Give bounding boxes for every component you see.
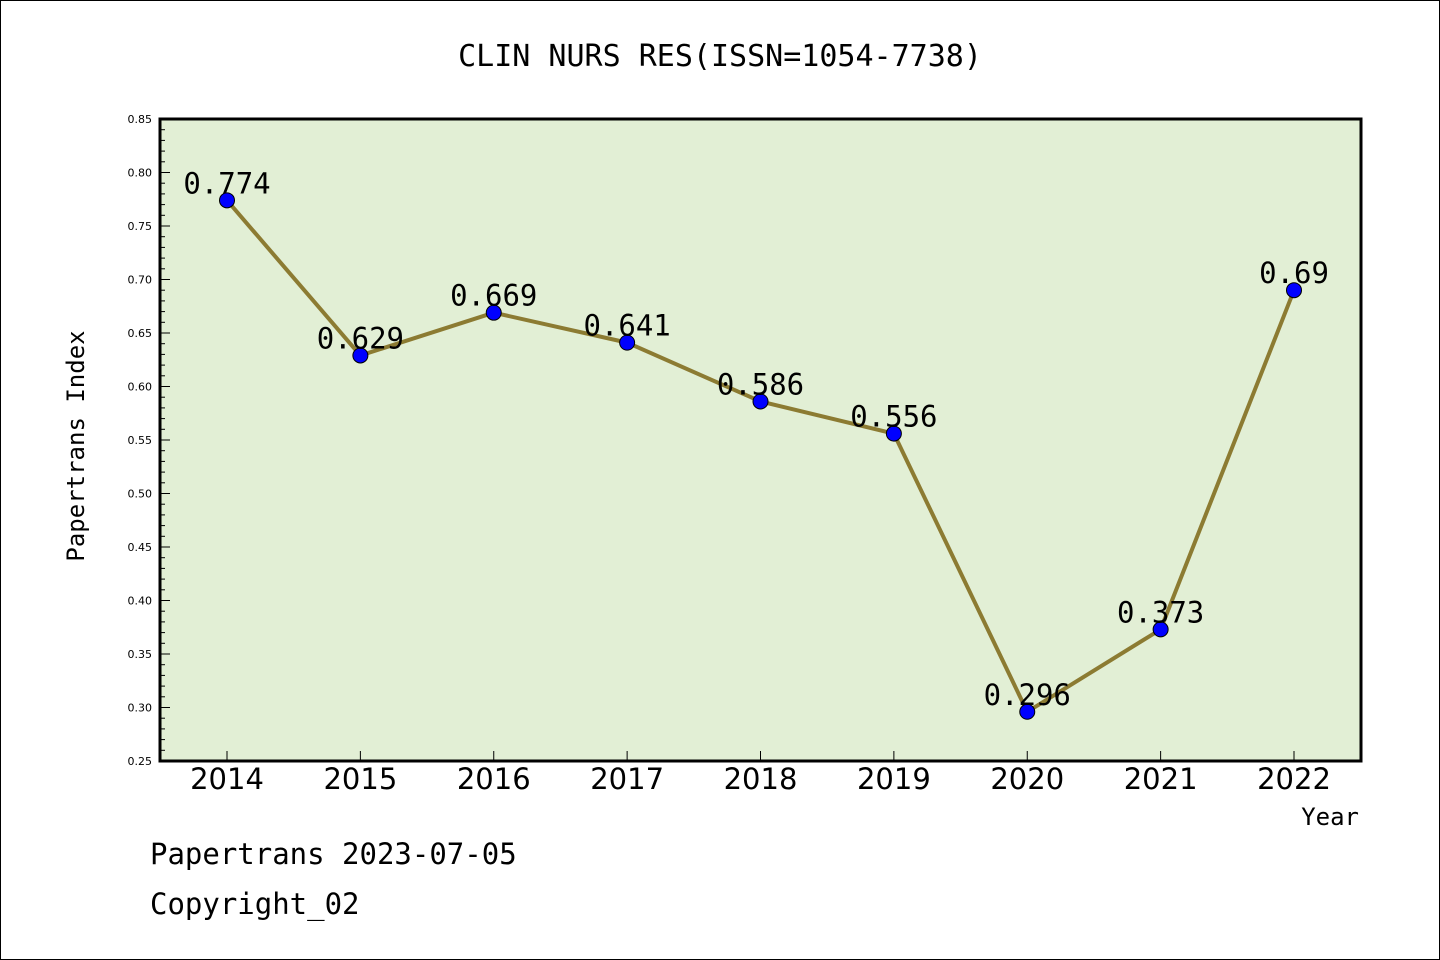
data-label: 0.556 — [850, 400, 937, 434]
data-point-marker — [752, 393, 769, 410]
footer-date: Papertrans 2023-07-05 — [150, 837, 517, 871]
x-tick-label: 2017 — [590, 762, 664, 796]
data-point-marker — [1019, 703, 1036, 720]
data-label: 0.641 — [583, 309, 670, 343]
x-axis-label: Year — [1301, 803, 1359, 831]
data-label: 0.586 — [717, 367, 804, 401]
y-tick-label: 0.35 — [128, 648, 153, 661]
y-tick-label: 0.50 — [128, 488, 153, 501]
y-tick-label: 0.75 — [128, 220, 153, 233]
data-label: 0.296 — [984, 678, 1071, 712]
data-point-marker — [1286, 282, 1302, 299]
x-axis-ticks: 2014 2015 2016 2017 2018 2019 2020 2021 2022 — [190, 751, 1331, 796]
data-label: 0.669 — [450, 279, 537, 313]
y-tick-label: 0.60 — [128, 381, 153, 394]
data-label: 0.373 — [1117, 595, 1204, 629]
y-tick-label: 0.30 — [128, 702, 153, 715]
x-tick-label: 2018 — [724, 762, 798, 796]
data-point-marker — [619, 334, 636, 351]
data-point-marker — [1152, 621, 1169, 638]
y-tick-label: 0.85 — [128, 113, 153, 126]
footer-copyright: Copyright_02 — [150, 887, 360, 922]
y-tick-label: 0.70 — [128, 274, 153, 287]
data-labels: 0.774 0.629 0.669 0.641 0.586 0.556 0.296 0.373… — [183, 166, 1329, 711]
x-tick-label: 2022 — [1257, 762, 1331, 796]
data-points — [219, 192, 1302, 720]
x-tick-label: 2021 — [1124, 762, 1198, 796]
y-tick-label: 0.80 — [128, 167, 153, 180]
plot-area — [160, 119, 1361, 761]
x-tick-label: 2015 — [323, 762, 397, 796]
x-tick-label: 2020 — [990, 762, 1064, 796]
x-tick-label: 2014 — [190, 762, 264, 796]
data-label: 0.629 — [317, 321, 404, 355]
y-tick-label: 0.55 — [128, 434, 153, 447]
y-tick-label: 0.45 — [128, 541, 153, 554]
x-tick-label: 2016 — [457, 762, 531, 796]
y-axis-label: Papertrans Index — [62, 330, 90, 561]
data-point-marker — [219, 192, 235, 209]
data-point-marker — [352, 347, 369, 364]
plot-border — [158, 117, 1363, 763]
chart-title: CLIN NURS RES(ISSN=1054-7738) — [458, 39, 982, 74]
data-point-marker — [885, 425, 902, 442]
y-tick-label: 0.65 — [128, 327, 153, 340]
data-label: 0.774 — [183, 166, 270, 200]
y-tick-label: 0.40 — [128, 595, 153, 608]
x-tick-label: 2019 — [857, 762, 931, 796]
y-axis-ticks: 0.25 0.30 0.35 0.40 0.45 0.50 0.55 0.60 0.65 0.70… — [128, 113, 153, 768]
data-label: 0.69 — [1259, 256, 1329, 290]
y-tick-label: 0.25 — [128, 755, 153, 768]
data-point-marker — [485, 304, 502, 321]
